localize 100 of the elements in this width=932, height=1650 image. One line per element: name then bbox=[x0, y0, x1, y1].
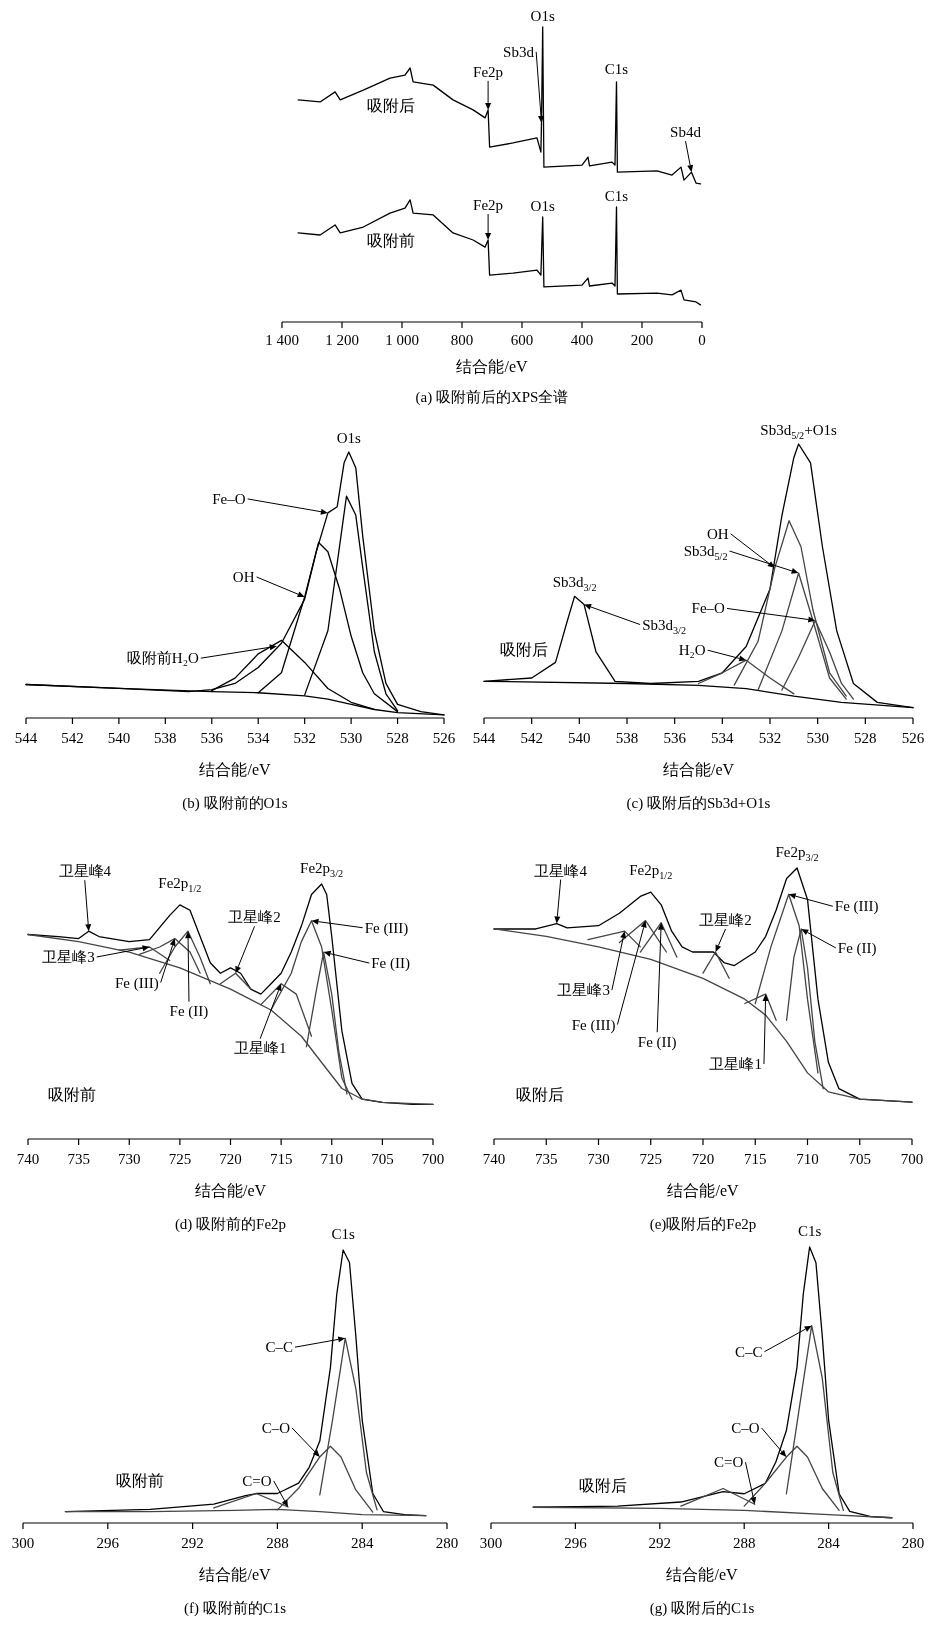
annotation: C–C bbox=[265, 1339, 293, 1356]
x-tick-label: 800 bbox=[450, 332, 474, 348]
annotation: 卫星峰2 bbox=[699, 912, 752, 929]
x-tick-label: 538 bbox=[154, 730, 177, 746]
annotation: H₂O bbox=[678, 642, 706, 659]
annotation: 吸附后 bbox=[500, 640, 548, 658]
x-tick-label: 730 bbox=[587, 1151, 610, 1167]
x-tick-label: 705 bbox=[848, 1151, 871, 1167]
x-tick-label: 700 bbox=[421, 1151, 445, 1167]
annotation: OH bbox=[706, 525, 729, 542]
annotation: C–C bbox=[734, 1343, 763, 1360]
x-tick-label: 1 200 bbox=[325, 332, 359, 348]
annotation: 卫星峰1 bbox=[709, 1056, 762, 1073]
x-tick-label: 542 bbox=[520, 730, 543, 746]
text: (c) 吸附后的Sb3d+O1s bbox=[626, 795, 771, 812]
x-tick-label: 532 bbox=[293, 730, 316, 746]
text: (a) 吸附前后的XPS全谱 bbox=[415, 389, 569, 406]
annotation: Fe–O bbox=[212, 490, 246, 507]
x-tick-label: 705 bbox=[371, 1151, 394, 1167]
annotation: Fe2p$_{3/2}$ bbox=[300, 860, 344, 879]
x-tick-label: 735 bbox=[67, 1151, 90, 1167]
x-tick-label: 300 bbox=[479, 1535, 503, 1551]
annotation: Fe (III) bbox=[364, 919, 409, 937]
annotation: 吸附前 bbox=[48, 1085, 96, 1103]
annotation: C–O bbox=[731, 1420, 760, 1437]
x-tick-label: 534 bbox=[711, 730, 735, 746]
x-tick-label: 534 bbox=[246, 730, 270, 746]
annotation: Fe (II) bbox=[169, 1003, 209, 1021]
series-label: 吸附前 bbox=[367, 231, 416, 249]
annotation: Fe2p$_{1/2}$ bbox=[158, 874, 202, 894]
annotation: Sb3d$_{5/2}$ bbox=[683, 543, 728, 563]
x-tick-label: 544 bbox=[472, 730, 496, 746]
x-tick-label: 280 bbox=[901, 1535, 925, 1551]
x-axis-title: 结合能/eV bbox=[662, 761, 735, 778]
annotation: 卫星峰1 bbox=[233, 1039, 287, 1056]
annotation: O1s bbox=[530, 8, 555, 24]
annotation: Fe (III) bbox=[114, 974, 159, 992]
x-tick-label: 740 bbox=[16, 1151, 40, 1167]
x-axis-title: 结合能/eV bbox=[194, 1182, 267, 1199]
annotation: C1s bbox=[331, 1226, 355, 1242]
x-tick-label: 710 bbox=[796, 1151, 819, 1167]
x-tick-label: 284 bbox=[350, 1535, 374, 1551]
x-tick-label: 542 bbox=[61, 730, 84, 746]
annotation: 吸附前 bbox=[116, 1471, 164, 1489]
x-tick-label: 530 bbox=[806, 730, 829, 746]
x-tick-label: 292 bbox=[181, 1535, 204, 1551]
annotation: Sb3d$_{3/2}$ bbox=[642, 616, 687, 636]
x-tick-label: 288 bbox=[732, 1535, 756, 1551]
text: (b) 吸附前的O1s bbox=[182, 795, 288, 812]
annotation: C1s bbox=[604, 187, 629, 204]
x-tick-label: 1 000 bbox=[385, 332, 419, 348]
x-tick-label: 280 bbox=[435, 1535, 459, 1551]
x-tick-label: 292 bbox=[648, 1535, 672, 1551]
text: (d) 吸附前的Fe2p bbox=[174, 1216, 287, 1233]
x-tick-label: 725 bbox=[168, 1151, 192, 1167]
x-tick-label: 532 bbox=[758, 730, 782, 746]
annotation: Sb4d bbox=[670, 124, 702, 141]
annotation: OH bbox=[232, 568, 255, 585]
x-tick-label: 296 bbox=[564, 1535, 588, 1551]
annotation: 卫星峰2 bbox=[228, 909, 281, 926]
x-tick-label: 400 bbox=[570, 332, 594, 348]
annotation: O1s bbox=[336, 430, 362, 446]
x-tick-label: 735 bbox=[535, 1151, 558, 1167]
x-tick-label: 710 bbox=[320, 1151, 343, 1167]
x-tick-label: 720 bbox=[691, 1151, 715, 1167]
x-tick-label: 536 bbox=[200, 730, 224, 746]
x-tick-label: 0 bbox=[698, 332, 706, 348]
x-tick-label: 526 bbox=[432, 730, 456, 746]
x-axis-title: 结合能/eV bbox=[199, 1566, 271, 1583]
annotation: 吸附后 bbox=[579, 1476, 627, 1494]
x-tick-label: 284 bbox=[817, 1535, 841, 1551]
x-tick-label: 536 bbox=[663, 730, 687, 746]
annotation: Fe (II) bbox=[837, 939, 877, 957]
x-tick-label: 526 bbox=[901, 730, 925, 746]
annotation: 吸附后 bbox=[516, 1085, 564, 1103]
annotation: Sb3d bbox=[503, 43, 535, 60]
text: (e)吸附后的Fe2p bbox=[649, 1216, 757, 1233]
x-tick-label: 530 bbox=[339, 730, 363, 746]
annotation: Sb3d$_{5/2}$+O1s bbox=[760, 422, 838, 441]
x-tick-label: 288 bbox=[266, 1535, 289, 1551]
annotation: C1s bbox=[797, 1223, 822, 1239]
x-tick-label: 725 bbox=[639, 1151, 662, 1167]
x-tick-label: 1 400 bbox=[265, 332, 299, 348]
annotation: 卫星峰4 bbox=[58, 863, 112, 880]
x-tick-label: 715 bbox=[269, 1151, 293, 1167]
annotation: Fe2p$_{3/2}$ bbox=[775, 844, 819, 863]
x-axis-title: 结合能/eV bbox=[666, 1566, 738, 1583]
x-tick-label: 528 bbox=[854, 730, 877, 746]
x-tick-label: 730 bbox=[118, 1151, 141, 1167]
annotation: Fe (II) bbox=[371, 955, 411, 973]
x-tick-label: 740 bbox=[482, 1151, 506, 1167]
annotation: 卫星峰3 bbox=[557, 982, 610, 999]
x-tick-label: 540 bbox=[568, 730, 591, 746]
x-axis-title: 结合能/eV bbox=[456, 358, 528, 375]
annotation: 卫星峰4 bbox=[534, 862, 588, 879]
x-tick-label: 296 bbox=[96, 1535, 120, 1551]
x-tick-label: 544 bbox=[14, 730, 38, 746]
annotation: Fe–O bbox=[691, 600, 726, 617]
x-tick-label: 715 bbox=[744, 1151, 767, 1167]
annotation: C=O bbox=[242, 1472, 272, 1489]
